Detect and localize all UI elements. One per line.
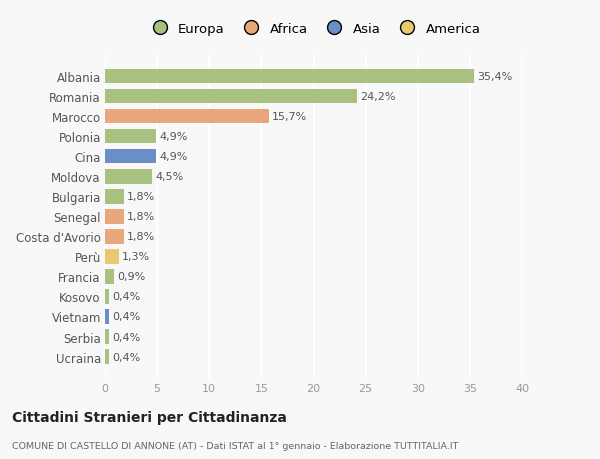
Bar — [105, 250, 119, 264]
Text: 1,3%: 1,3% — [122, 252, 150, 262]
Text: 4,9%: 4,9% — [159, 132, 188, 142]
Bar — [105, 130, 156, 144]
Bar — [105, 330, 109, 344]
Text: 35,4%: 35,4% — [477, 72, 512, 82]
Text: 1,8%: 1,8% — [127, 232, 155, 242]
Bar — [105, 70, 474, 84]
Bar — [105, 290, 109, 304]
Text: 0,4%: 0,4% — [112, 332, 140, 342]
Text: 0,9%: 0,9% — [118, 272, 146, 282]
Text: 0,4%: 0,4% — [112, 352, 140, 362]
Legend: Europa, Africa, Asia, America: Europa, Africa, Asia, America — [146, 23, 481, 36]
Text: 0,4%: 0,4% — [112, 312, 140, 322]
Text: 0,4%: 0,4% — [112, 292, 140, 302]
Text: 15,7%: 15,7% — [272, 112, 307, 122]
Bar — [105, 310, 109, 324]
Text: 4,5%: 4,5% — [155, 172, 183, 182]
Bar — [105, 350, 109, 364]
Text: COMUNE DI CASTELLO DI ANNONE (AT) - Dati ISTAT al 1° gennaio - Elaborazione TUTT: COMUNE DI CASTELLO DI ANNONE (AT) - Dati… — [12, 441, 458, 450]
Text: 1,8%: 1,8% — [127, 192, 155, 202]
Bar — [105, 90, 357, 104]
Bar — [105, 110, 269, 124]
Text: Cittadini Stranieri per Cittadinanza: Cittadini Stranieri per Cittadinanza — [12, 411, 287, 425]
Bar — [105, 170, 152, 184]
Text: 24,2%: 24,2% — [361, 92, 396, 102]
Bar — [105, 190, 124, 204]
Text: 1,8%: 1,8% — [127, 212, 155, 222]
Text: 4,9%: 4,9% — [159, 152, 188, 162]
Bar — [105, 269, 115, 284]
Bar — [105, 150, 156, 164]
Bar — [105, 210, 124, 224]
Bar — [105, 230, 124, 244]
